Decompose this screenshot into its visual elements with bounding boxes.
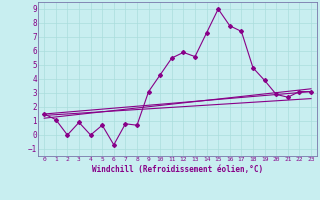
X-axis label: Windchill (Refroidissement éolien,°C): Windchill (Refroidissement éolien,°C) bbox=[92, 165, 263, 174]
